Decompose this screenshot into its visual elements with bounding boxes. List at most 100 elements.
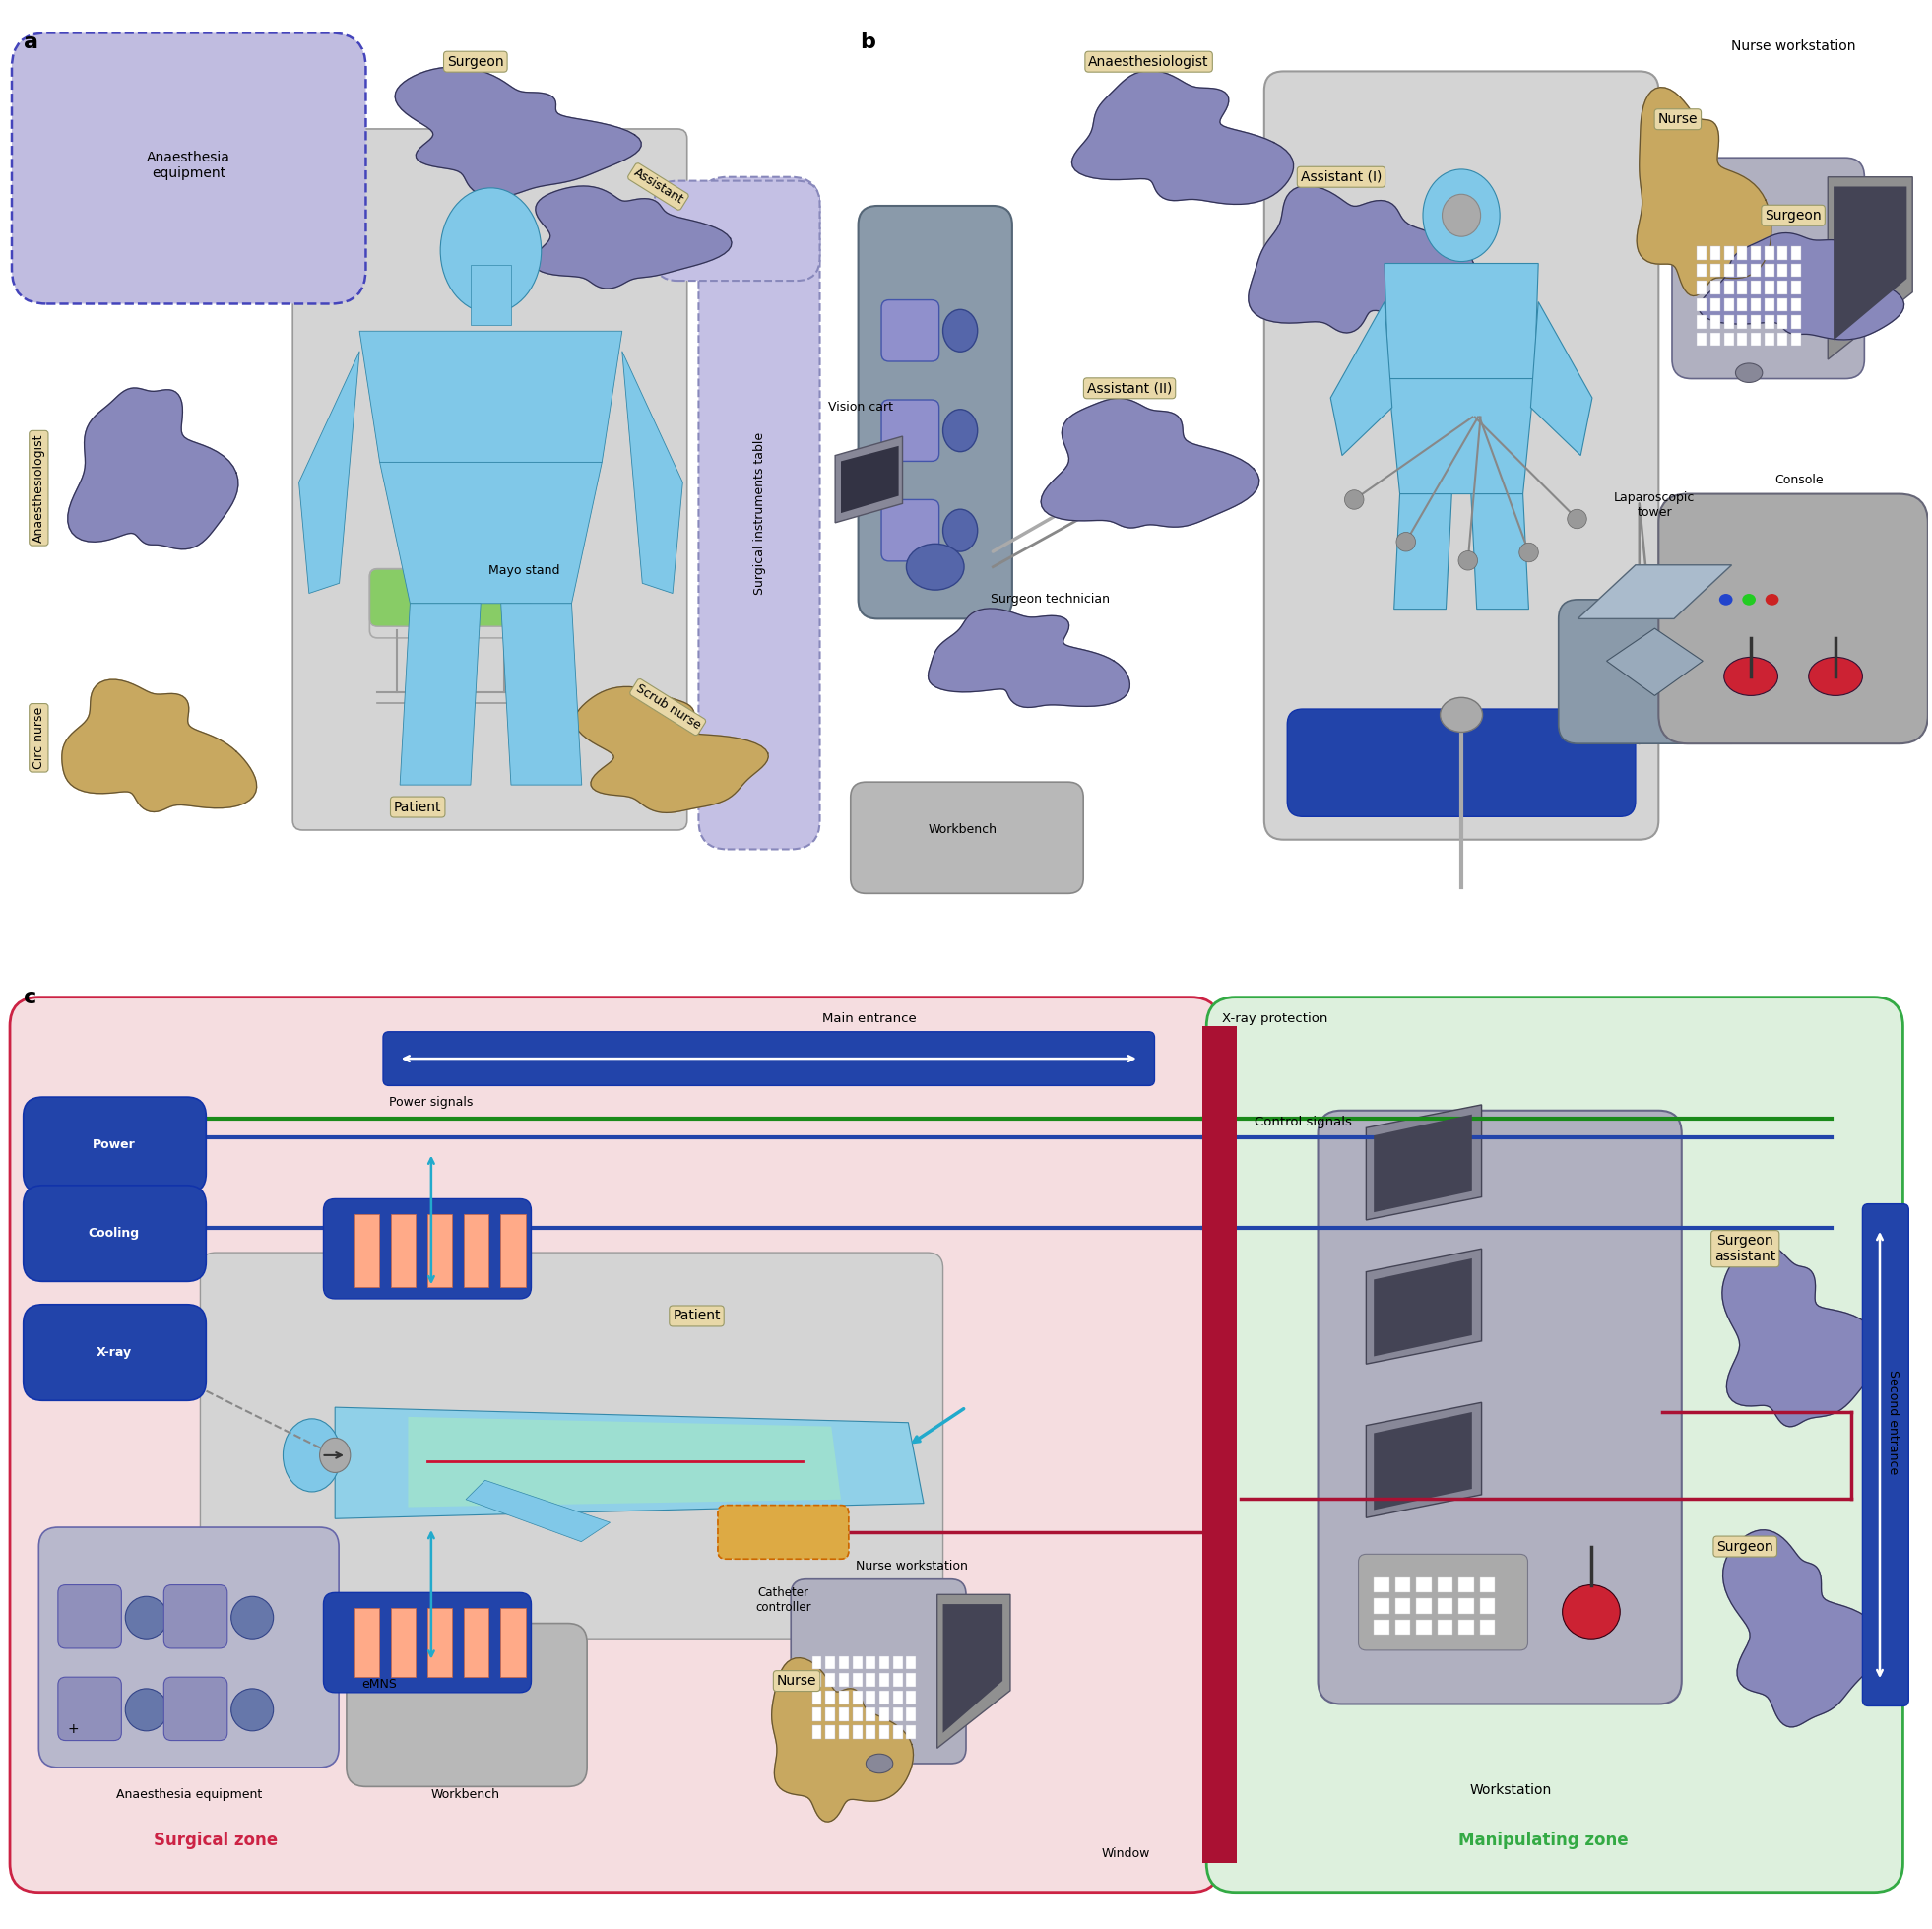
Polygon shape bbox=[533, 185, 732, 289]
FancyBboxPatch shape bbox=[1287, 710, 1636, 816]
Bar bbox=[1791, 297, 1801, 311]
Ellipse shape bbox=[1567, 509, 1586, 529]
Text: Anaesthesia equipment: Anaesthesia equipment bbox=[116, 1788, 261, 1800]
FancyBboxPatch shape bbox=[1318, 1111, 1681, 1703]
FancyBboxPatch shape bbox=[881, 500, 939, 561]
Bar bbox=[1737, 314, 1747, 328]
Text: Surgical zone: Surgical zone bbox=[155, 1831, 278, 1850]
FancyBboxPatch shape bbox=[346, 1624, 587, 1786]
Bar bbox=[825, 1707, 835, 1721]
Bar bbox=[1395, 1599, 1410, 1615]
Polygon shape bbox=[1395, 494, 1451, 610]
Ellipse shape bbox=[1563, 1586, 1621, 1640]
Text: Workbench: Workbench bbox=[927, 824, 997, 837]
FancyBboxPatch shape bbox=[699, 177, 819, 849]
FancyBboxPatch shape bbox=[10, 997, 1219, 1892]
Polygon shape bbox=[394, 68, 641, 197]
Bar bbox=[1750, 297, 1760, 311]
Bar bbox=[1764, 247, 1774, 260]
Bar bbox=[427, 1213, 452, 1287]
Bar bbox=[1737, 247, 1747, 260]
Bar bbox=[852, 1725, 862, 1738]
Bar bbox=[1374, 1620, 1389, 1636]
Polygon shape bbox=[1721, 1242, 1880, 1427]
Polygon shape bbox=[400, 604, 481, 785]
Polygon shape bbox=[927, 608, 1130, 708]
Bar bbox=[852, 1707, 862, 1721]
FancyBboxPatch shape bbox=[719, 1505, 848, 1559]
Bar bbox=[464, 1213, 489, 1287]
Bar bbox=[1416, 1620, 1432, 1636]
FancyBboxPatch shape bbox=[12, 33, 365, 303]
Bar bbox=[852, 1690, 862, 1703]
Polygon shape bbox=[1072, 71, 1293, 204]
Bar bbox=[852, 1672, 862, 1686]
Bar bbox=[1723, 247, 1733, 260]
Bar bbox=[390, 1213, 415, 1287]
Text: +: + bbox=[68, 1723, 79, 1736]
Bar bbox=[1480, 1578, 1495, 1593]
Bar bbox=[1395, 1578, 1410, 1593]
Bar bbox=[500, 1609, 526, 1676]
Bar bbox=[1480, 1599, 1495, 1615]
FancyBboxPatch shape bbox=[23, 1304, 207, 1400]
Bar bbox=[390, 1609, 415, 1676]
Bar bbox=[879, 1672, 889, 1686]
Text: Assistant (II): Assistant (II) bbox=[1088, 382, 1173, 395]
Ellipse shape bbox=[1422, 170, 1499, 262]
Bar bbox=[906, 1655, 916, 1669]
Bar bbox=[1374, 1599, 1389, 1615]
Bar bbox=[1374, 1578, 1389, 1593]
Polygon shape bbox=[1389, 378, 1534, 494]
Ellipse shape bbox=[1723, 658, 1777, 696]
FancyBboxPatch shape bbox=[655, 181, 819, 282]
Text: Power: Power bbox=[93, 1138, 135, 1152]
Bar bbox=[500, 1213, 526, 1287]
Ellipse shape bbox=[1743, 594, 1756, 606]
Text: Anaesthesia
equipment: Anaesthesia equipment bbox=[147, 150, 230, 179]
Text: Surgeon: Surgeon bbox=[446, 54, 504, 69]
Bar bbox=[1777, 247, 1787, 260]
Text: Surgical instruments table: Surgical instruments table bbox=[753, 432, 767, 594]
Polygon shape bbox=[381, 463, 603, 604]
Bar bbox=[825, 1690, 835, 1703]
Bar bbox=[1737, 297, 1747, 311]
FancyBboxPatch shape bbox=[323, 1198, 531, 1298]
Bar bbox=[1764, 314, 1774, 328]
Polygon shape bbox=[840, 446, 898, 513]
Polygon shape bbox=[1366, 1248, 1482, 1364]
Bar bbox=[811, 1707, 821, 1721]
Bar bbox=[1202, 1026, 1236, 1863]
Bar bbox=[906, 1725, 916, 1738]
Ellipse shape bbox=[319, 1437, 350, 1472]
Text: Patient: Patient bbox=[672, 1310, 721, 1323]
Text: Laparoscopic
tower: Laparoscopic tower bbox=[1613, 492, 1694, 519]
Bar bbox=[1750, 247, 1760, 260]
Polygon shape bbox=[1331, 301, 1393, 455]
FancyBboxPatch shape bbox=[201, 1252, 943, 1640]
Bar bbox=[1791, 247, 1801, 260]
Bar bbox=[1764, 297, 1774, 311]
Polygon shape bbox=[1833, 187, 1907, 340]
Ellipse shape bbox=[126, 1597, 168, 1640]
FancyBboxPatch shape bbox=[369, 569, 531, 627]
Text: Scrub nurse: Scrub nurse bbox=[634, 683, 703, 733]
Bar bbox=[427, 1609, 452, 1676]
FancyBboxPatch shape bbox=[23, 1098, 207, 1192]
Text: Manipulating zone: Manipulating zone bbox=[1459, 1831, 1629, 1850]
Text: Surgeon: Surgeon bbox=[1718, 1539, 1774, 1553]
Text: Workbench: Workbench bbox=[431, 1788, 500, 1800]
FancyBboxPatch shape bbox=[858, 206, 1012, 619]
Bar bbox=[1710, 314, 1719, 328]
Bar bbox=[1750, 282, 1760, 293]
Ellipse shape bbox=[1345, 490, 1364, 509]
Text: X-ray: X-ray bbox=[97, 1346, 131, 1358]
Text: Main entrance: Main entrance bbox=[823, 1013, 918, 1024]
Bar bbox=[1764, 332, 1774, 345]
Bar bbox=[1480, 1620, 1495, 1636]
Bar bbox=[893, 1707, 902, 1721]
FancyBboxPatch shape bbox=[1671, 158, 1864, 378]
Ellipse shape bbox=[866, 1753, 893, 1773]
Polygon shape bbox=[1366, 1105, 1482, 1219]
Polygon shape bbox=[1374, 1412, 1472, 1510]
